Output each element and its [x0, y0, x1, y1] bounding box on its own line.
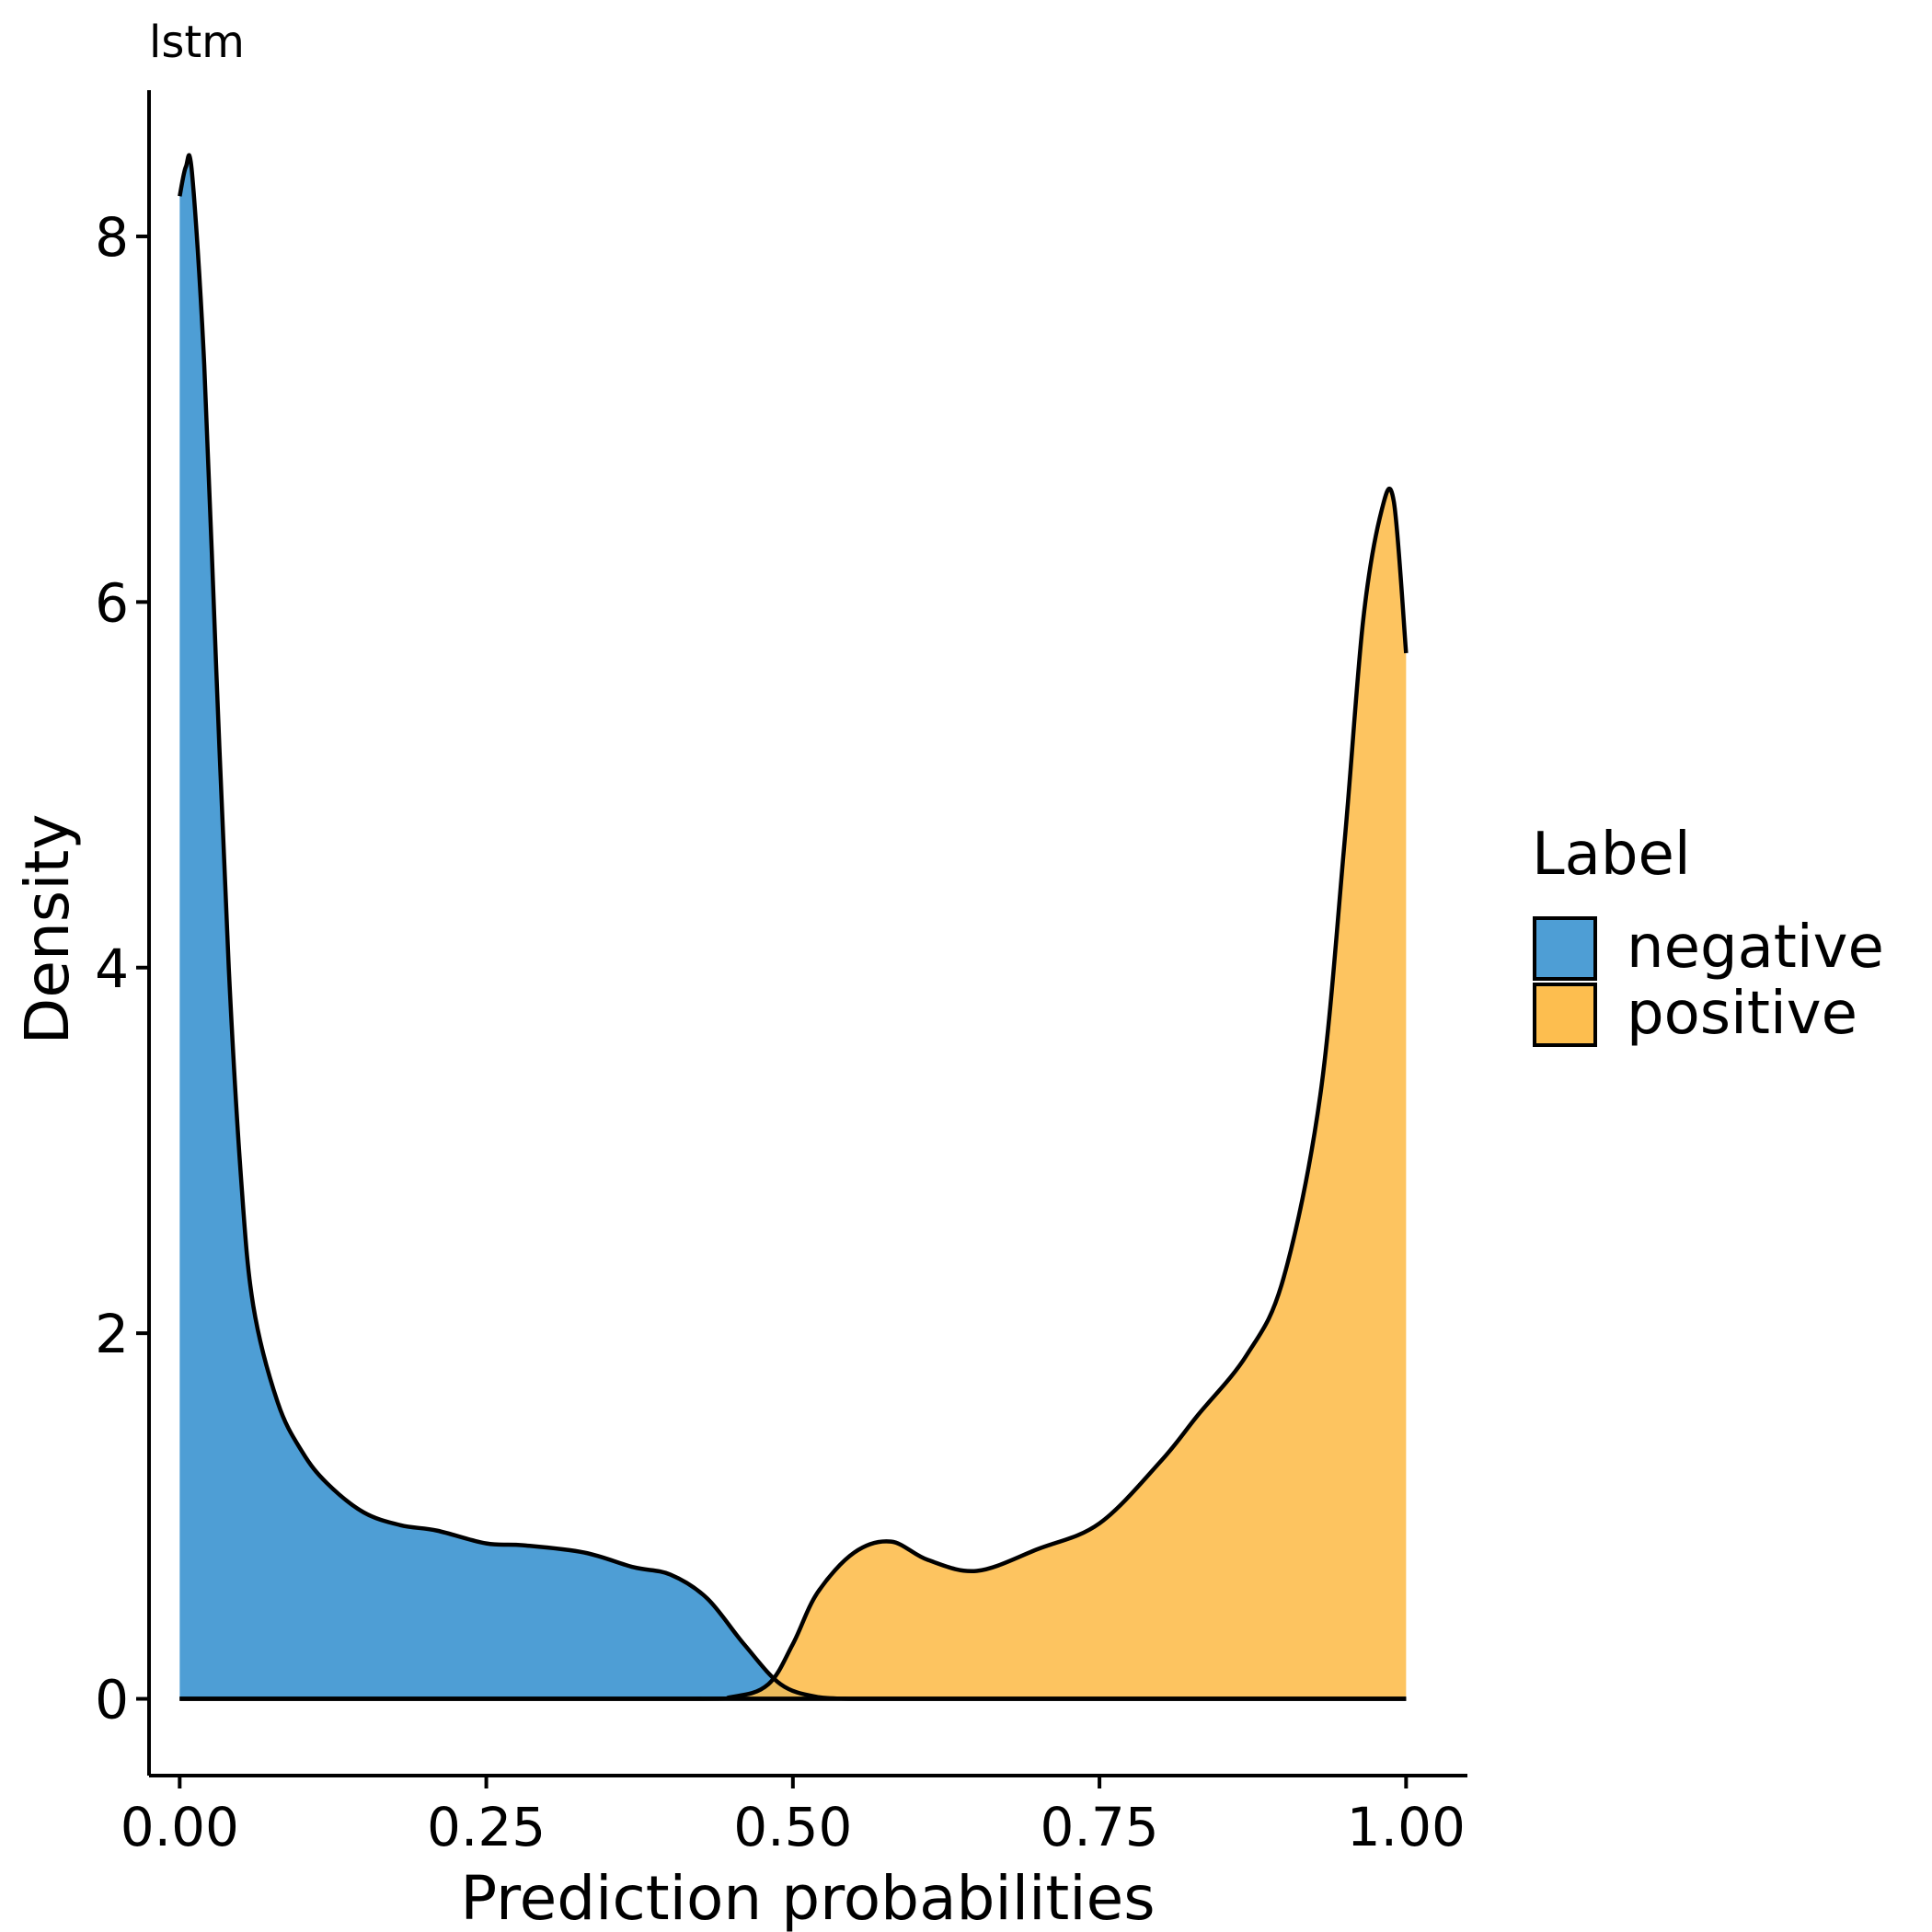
x-tick-label: 0.75 [1041, 1796, 1159, 1858]
legend-title: Label [1532, 821, 1691, 889]
y-tick-label: 0 [95, 1669, 129, 1731]
plot-area [178, 153, 1409, 1701]
y-tick-label: 6 [95, 571, 129, 634]
legend-swatch-negative [1533, 916, 1597, 981]
density-area-negative [179, 155, 1407, 1699]
y-tick-label: 2 [95, 1303, 129, 1365]
x-tick-label: 0.25 [427, 1796, 546, 1858]
y-tick-label: 4 [95, 937, 129, 1000]
y-tick-label: 8 [95, 206, 129, 269]
axes: 0.00 0.25 0.50 0.75 1.00 0 2 4 6 8 [95, 90, 1467, 1858]
legend-label-positive: positive [1627, 980, 1857, 1048]
density-line-positive [179, 486, 1409, 1701]
x-tick-label: 0.50 [733, 1796, 852, 1858]
legend-label-negative: negative [1627, 914, 1884, 982]
density-area-positive [179, 489, 1407, 1699]
x-axis-title: Prediction probabilities [460, 1863, 1155, 1932]
density-line-negative [178, 153, 1407, 1701]
plot-title: lstm [149, 17, 245, 68]
legend-swatch-positive [1533, 983, 1597, 1047]
x-tick-label: 1.00 [1347, 1796, 1466, 1858]
y-axis-title: Density [12, 814, 83, 1045]
x-tick-label: 0.00 [121, 1796, 239, 1858]
